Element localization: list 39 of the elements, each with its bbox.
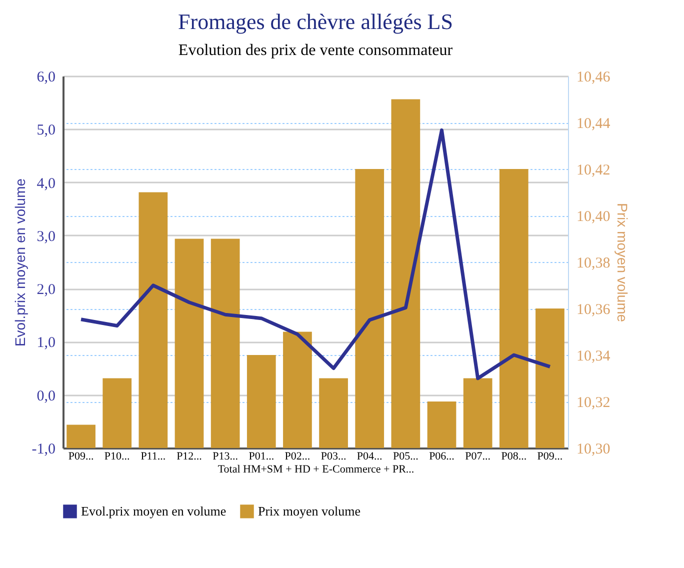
x-tick-label: P08... <box>501 450 527 462</box>
x-tick-label: P13... <box>212 450 238 462</box>
chart-title: Fromages de chèvre allégés LS <box>178 9 453 34</box>
x-tick-label: P05... <box>392 450 419 462</box>
x-tick-label: P07... <box>465 450 491 462</box>
y2-tick-label: 10,42 <box>576 162 610 178</box>
y-tick-label: 0,0 <box>36 388 56 404</box>
x-tick-label: P09... <box>68 450 94 462</box>
y2-tick-label: 10,32 <box>576 395 610 411</box>
x-tick-label: P06... <box>429 450 455 462</box>
x-tick-label: P04... <box>356 450 383 462</box>
y2-tick-label: 10,34 <box>576 348 611 364</box>
chart-subtitle: Evolution des prix de vente consommateur <box>178 42 454 59</box>
y2-tick-label: 10,40 <box>576 209 610 225</box>
y2-axis-title: Prix moyen volume <box>614 202 630 322</box>
y2-tick-label: 10,44 <box>576 116 611 132</box>
y2-tick-label: 10,30 <box>576 442 610 458</box>
text: Total HM+SM + HD + E-Commerce + PR... <box>218 464 414 476</box>
line-series <box>79 128 552 380</box>
y-tick-label: 1,0 <box>36 335 56 352</box>
y-tick-label: 2,0 <box>36 282 56 298</box>
y2-tick-label: 10,36 <box>576 302 611 318</box>
y-tick-label: 6,0 <box>36 70 56 86</box>
y-axis-title: Evol.prix moyen en volume <box>12 178 28 347</box>
x-tick-label: P10... <box>104 450 130 462</box>
x-tick-label: P11... <box>140 450 166 462</box>
legend-label: Evol.prix moyen en volume <box>81 503 226 518</box>
y-tick-label: 5,0 <box>36 122 56 139</box>
x-tick-label: P09... <box>537 450 563 462</box>
legend-label: Prix moyen volume <box>258 503 361 518</box>
x-tick-label: P12... <box>176 450 202 462</box>
y2-tick-label: 10,46 <box>576 70 611 86</box>
x-tick-label: P02... <box>284 450 310 462</box>
x-tick-label: P03... <box>320 450 346 462</box>
y-tick-label: 4,0 <box>36 176 56 192</box>
y-tick-label: -1,0 <box>32 442 56 458</box>
x-tick-label: P01... <box>248 450 274 462</box>
y-tick-label: 3,0 <box>36 228 56 245</box>
y2-tick-label: 10,38 <box>576 256 610 272</box>
